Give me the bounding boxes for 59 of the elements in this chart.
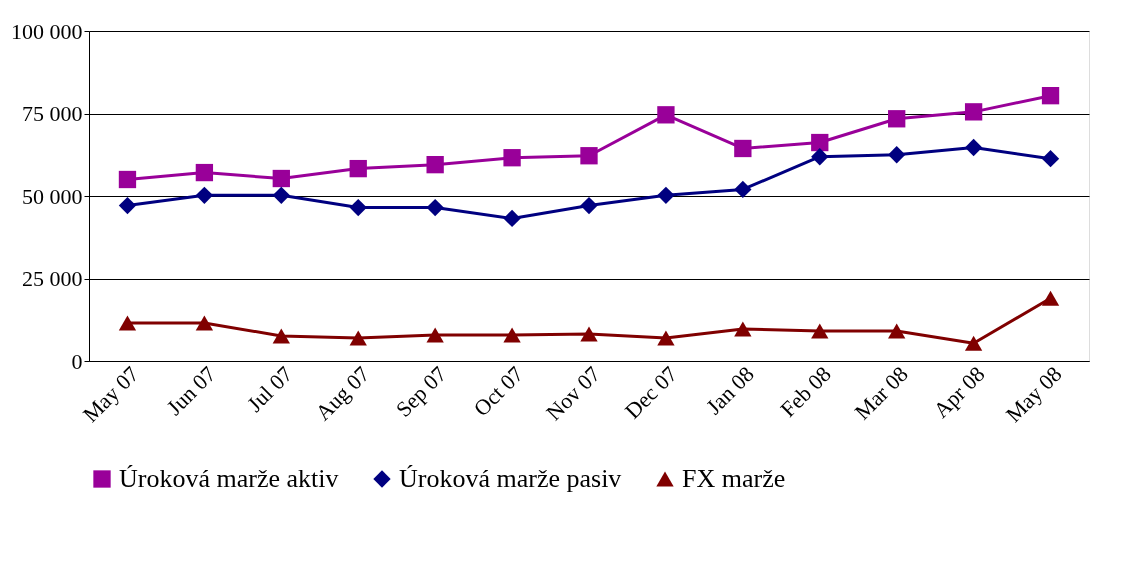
legend-label: FX marže (682, 464, 786, 493)
point (272, 186, 290, 204)
y-tick-label: 0 (71, 348, 83, 374)
point (503, 209, 521, 228)
x-tick-label: Sep 07 (390, 361, 452, 422)
point (580, 196, 598, 215)
y-tick-label: 25 000 (22, 266, 83, 291)
point (811, 148, 829, 166)
legend-label: Úroková marže pasiv (399, 464, 622, 493)
x-tick-label: Jun 07 (161, 361, 221, 421)
x-tick-label: May 08 (1000, 361, 1067, 428)
point (349, 159, 367, 178)
point (426, 327, 444, 343)
point (734, 321, 752, 337)
point (964, 103, 983, 121)
point (734, 139, 752, 158)
point (1041, 290, 1060, 306)
point (503, 327, 521, 343)
point (118, 196, 137, 215)
point (195, 315, 214, 331)
point (195, 163, 214, 182)
point (118, 315, 137, 331)
point (580, 147, 598, 165)
x-tick-label: Nov 07 (541, 361, 606, 426)
point (580, 326, 598, 342)
point (657, 186, 675, 204)
y-tick-label: 100 000 (11, 18, 83, 44)
point (349, 198, 367, 217)
point (888, 110, 906, 128)
x-tick-label: Apr 08 (928, 361, 990, 423)
point (811, 323, 829, 339)
point (888, 146, 906, 164)
point (888, 323, 906, 339)
point (195, 186, 214, 204)
y-tick-label: 75 000 (22, 101, 83, 126)
point (349, 330, 367, 346)
point (811, 133, 829, 152)
x-tick-label: Dec 07 (619, 361, 682, 424)
point (426, 155, 444, 174)
point (734, 180, 752, 199)
x-tick-label: Mar 08 (849, 361, 913, 425)
point (1041, 87, 1060, 105)
x-tick-label: Jan 08 (701, 361, 759, 420)
x-tick-label: Aug 07 (310, 361, 375, 426)
point (272, 328, 290, 344)
point (272, 169, 290, 188)
x-tick-label: Oct 07 (468, 361, 529, 421)
point (1041, 150, 1060, 168)
point (657, 330, 675, 346)
x-tick-label: Feb 08 (775, 361, 836, 422)
legend-label: Úroková marže aktiv (119, 464, 339, 493)
point (118, 170, 137, 189)
point (503, 149, 521, 167)
point (964, 335, 983, 351)
point (964, 138, 983, 157)
point (426, 198, 444, 217)
y-tick-label: 50 000 (22, 183, 83, 209)
x-tick-label: Jul 07 (242, 361, 298, 417)
point (657, 106, 675, 124)
